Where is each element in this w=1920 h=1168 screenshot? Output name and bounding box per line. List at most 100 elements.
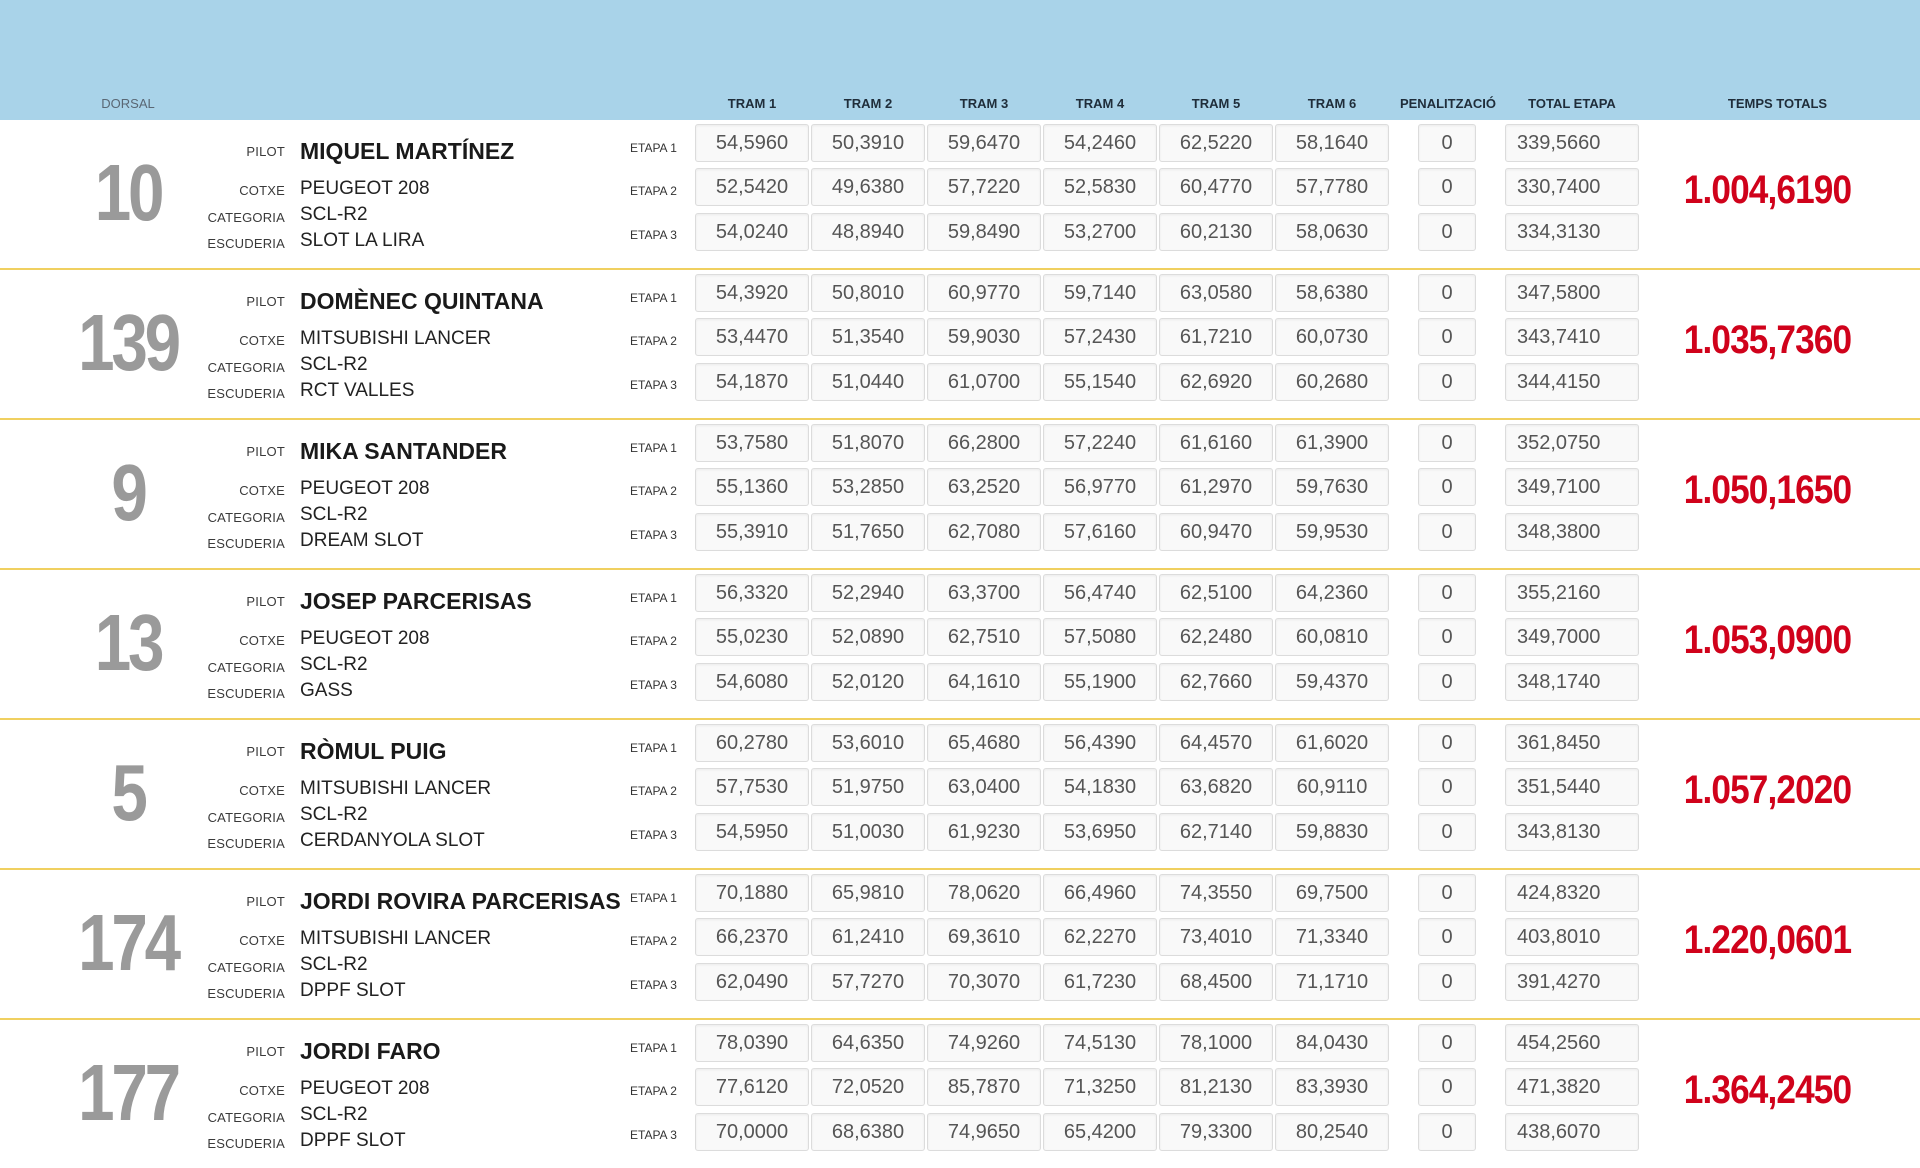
tram-time-cell: 77,6120: [695, 1068, 809, 1106]
header-tram-5: TRAM 5: [1191, 96, 1241, 111]
tram-time-cell: 54,5960: [695, 124, 809, 162]
stage-total-cell: 330,7400: [1505, 168, 1639, 206]
pilot-block: 174 PILOT JORDI ROVIRA PARCERISAS COTXE MITS…: [0, 870, 1920, 1020]
tram-time-cell: 61,3900: [1275, 424, 1389, 462]
dorsal-number: 9: [111, 448, 147, 537]
escuderia-label: ESCUDERIA: [207, 386, 285, 401]
stage-total-cell: 352,0750: [1505, 424, 1639, 462]
tram-time-cell: 71,3250: [1043, 1068, 1157, 1106]
escuderia-value: DPPF SLOT: [300, 980, 406, 1001]
penalty-cell: 0: [1418, 918, 1476, 956]
penalty-cell: 0: [1418, 963, 1476, 1001]
tram-time-cell: 53,6010: [811, 724, 925, 762]
pilot-block: 5 PILOT RÒMUL PUIG COTXE MITSUBISHI LANCER CA…: [0, 720, 1920, 870]
dorsal-number: 177: [78, 1048, 181, 1137]
header-tram-4: TRAM 4: [1075, 96, 1125, 111]
tram-time-cell: 85,7870: [927, 1068, 1041, 1106]
pilot-block: 9 PILOT MIKA SANTANDER COTXE PEUGEOT 208 CATE…: [0, 420, 1920, 570]
header-band: DORSAL TRAM 1 TRAM 2 TRAM 3 TRAM 4 TRAM …: [0, 0, 1920, 120]
tram-time-cell: 61,9230: [927, 813, 1041, 851]
etapa-label: ETAPA 2: [630, 634, 677, 648]
stage-total-cell: 454,2560: [1505, 1024, 1639, 1062]
cotxe-value: PEUGEOT 208: [300, 478, 430, 499]
pilot-value: RÒMUL PUIG: [300, 738, 447, 764]
tram-time-cell: 65,4200: [1043, 1113, 1157, 1151]
tram-time-cell: 48,8940: [811, 213, 925, 251]
tram-time-cell: 74,5130: [1043, 1024, 1157, 1062]
tram-time-cell: 54,3920: [695, 274, 809, 312]
etapa-label: ETAPA 2: [630, 184, 677, 198]
etapa-label: ETAPA 3: [630, 678, 677, 692]
tram-time-cell: 57,6160: [1043, 513, 1157, 551]
pilot-value: JOSEP PARCERISAS: [300, 588, 532, 614]
tram-time-cell: 71,1710: [1275, 963, 1389, 1001]
dorsal-number: 5: [111, 748, 147, 837]
tram-time-cell: 78,1000: [1159, 1024, 1273, 1062]
tram-time-cell: 69,7500: [1275, 874, 1389, 912]
categoria-label: CATEGORIA: [207, 210, 285, 225]
categoria-label: CATEGORIA: [207, 1110, 285, 1125]
dorsal-number: 10: [94, 148, 165, 237]
tram-time-cell: 64,2360: [1275, 574, 1389, 612]
tram-time-cell: 59,8490: [927, 213, 1041, 251]
tram-time-cell: 54,1830: [1043, 768, 1157, 806]
cotxe-value: MITSUBISHI LANCER: [300, 928, 492, 949]
total-time: 1.035,7360: [1683, 318, 1852, 362]
tram-time-cell: 51,3540: [811, 318, 925, 356]
tram-time-cell: 66,2370: [695, 918, 809, 956]
penalty-cell: 0: [1418, 663, 1476, 701]
tram-time-cell: 59,7630: [1275, 468, 1389, 506]
header-tram-2: TRAM 2: [843, 96, 893, 111]
etapa-label: ETAPA 3: [630, 378, 677, 392]
tram-time-cell: 58,1640: [1275, 124, 1389, 162]
escuderia-value: DPPF SLOT: [300, 1130, 406, 1151]
tram-time-cell: 72,0520: [811, 1068, 925, 1106]
tram-time-cell: 51,8070: [811, 424, 925, 462]
cotxe-label: COTXE: [239, 333, 285, 348]
penalty-cell: 0: [1418, 724, 1476, 762]
pilot-label: PILOT: [246, 744, 285, 759]
tram-time-cell: 79,3300: [1159, 1113, 1273, 1151]
stage-total-cell: 403,8010: [1505, 918, 1639, 956]
etapa-label: ETAPA 1: [630, 291, 677, 305]
tram-time-cell: 55,1900: [1043, 663, 1157, 701]
tram-time-cell: 52,5830: [1043, 168, 1157, 206]
stage-total-cell: 471,3820: [1505, 1068, 1639, 1106]
stage-total-cell: 348,3800: [1505, 513, 1639, 551]
escuderia-value: GASS: [300, 680, 353, 701]
total-time: 1.364,2450: [1683, 1068, 1852, 1112]
tram-time-cell: 64,6350: [811, 1024, 925, 1062]
tram-time-cell: 64,1610: [927, 663, 1041, 701]
tram-time-cell: 68,6380: [811, 1113, 925, 1151]
tram-time-cell: 57,7220: [927, 168, 1041, 206]
tram-time-cell: 62,2480: [1159, 618, 1273, 656]
tram-time-cell: 52,0890: [811, 618, 925, 656]
etapa-label: ETAPA 2: [630, 484, 677, 498]
stage-total-cell: 343,8130: [1505, 813, 1639, 851]
pilot-label: PILOT: [246, 594, 285, 609]
stage-total-cell: 351,5440: [1505, 768, 1639, 806]
tram-time-cell: 60,9470: [1159, 513, 1273, 551]
tram-time-cell: 57,7780: [1275, 168, 1389, 206]
stage-total-cell: 344,4150: [1505, 363, 1639, 401]
stage-total-cell: 349,7000: [1505, 618, 1639, 656]
etapa-label: ETAPA 2: [630, 334, 677, 348]
dorsal-number: 174: [78, 898, 181, 987]
penalty-cell: 0: [1418, 813, 1476, 851]
etapa-label: ETAPA 2: [630, 934, 677, 948]
stage-total-cell: 391,4270: [1505, 963, 1639, 1001]
header-tram-1: TRAM 1: [727, 96, 777, 111]
tram-time-cell: 50,3910: [811, 124, 925, 162]
tram-time-cell: 51,0030: [811, 813, 925, 851]
categoria-value: SCL-R2: [300, 1104, 368, 1125]
tram-time-cell: 56,9770: [1043, 468, 1157, 506]
tram-time-cell: 56,3320: [695, 574, 809, 612]
penalty-cell: 0: [1418, 274, 1476, 312]
escuderia-value: SLOT LA LIRA: [300, 230, 425, 251]
tram-time-cell: 62,0490: [695, 963, 809, 1001]
pilot-block: 177 PILOT JORDI FARO COTXE PEUGEOT 208 CATEGO…: [0, 1020, 1920, 1168]
stage-total-cell: 348,1740: [1505, 663, 1639, 701]
tram-time-cell: 70,3070: [927, 963, 1041, 1001]
tram-time-cell: 60,9110: [1275, 768, 1389, 806]
tram-time-cell: 84,0430: [1275, 1024, 1389, 1062]
